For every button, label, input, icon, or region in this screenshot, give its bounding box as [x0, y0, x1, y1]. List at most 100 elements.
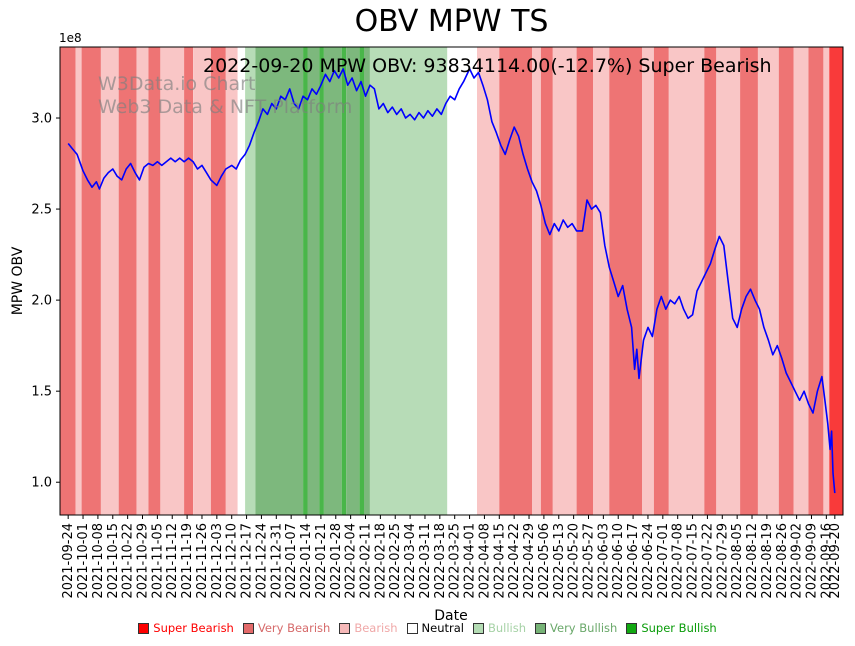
y-tick-label: 2.0	[31, 294, 52, 309]
legend-item-very-bullish: Very Bullish	[535, 621, 617, 635]
x-tick-label: 2022-04-15	[492, 523, 507, 599]
sentiment-band-very_bearish	[118, 47, 137, 515]
x-tick-label: 2022-06-24	[641, 523, 656, 599]
x-tick-label: 2022-04-29	[522, 523, 537, 599]
sentiment-band-super_bullish	[341, 47, 347, 515]
x-tick-label: 2022-02-11	[358, 523, 373, 599]
legend-label: Super Bearish	[153, 621, 234, 635]
x-tick-label: 2021-12-24	[254, 523, 269, 599]
x-tick-label: 2021-11-05	[150, 523, 165, 599]
legend-swatch	[472, 622, 484, 634]
sentiment-band-bearish	[642, 47, 654, 515]
y-tick-label: 1.5	[31, 385, 52, 400]
sentiment-band-bearish	[225, 47, 238, 515]
sentiment-band-very_bearish	[778, 47, 794, 515]
y-tick-label: 1.0	[31, 476, 52, 491]
sentiment-legend: Super Bearish Very Bearish Bearish Neutral B…	[0, 621, 855, 635]
x-tick-label: 2022-02-04	[344, 523, 359, 599]
sentiment-band-very_bearish	[148, 47, 161, 515]
x-tick-label: 2022-08-12	[745, 523, 760, 599]
latest-value-annotation: 2022-09-20 MPW OBV: 93834114.00(-12.7%) …	[203, 55, 772, 77]
sentiment-band-bearish	[136, 47, 149, 515]
x-tick-label: 2022-01-21	[314, 523, 329, 599]
sentiment-band-very_bearish	[576, 47, 593, 515]
plot-border	[59, 46, 844, 516]
x-tick-label: 2021-11-26	[195, 523, 210, 599]
x-tick-label: 2022-04-08	[477, 523, 492, 599]
legend-swatch	[535, 622, 547, 634]
x-tick-label: 2022-09-20	[828, 523, 843, 599]
x-tick-label: 2022-03-11	[418, 523, 433, 599]
sentiment-band-bearish	[823, 47, 830, 515]
sentiment-band-super_bullish	[303, 47, 308, 515]
x-tick-label: 2022-07-29	[715, 523, 730, 599]
y-axis-label: MPW OBV	[10, 246, 26, 316]
sentiment-band-very_bullish	[307, 47, 320, 515]
sentiment-band-very_bearish	[740, 47, 758, 515]
sentiment-band-bearish	[758, 47, 779, 515]
x-tick-label: 2022-09-09	[804, 523, 819, 599]
x-tick-label: 2022-02-18	[373, 523, 388, 599]
sentiment-band-very_bearish	[210, 47, 226, 515]
sentiment-band-bullish	[370, 47, 448, 515]
y-axis-offset-label: 1e8	[59, 31, 82, 45]
sentiment-band-bearish	[75, 47, 82, 515]
legend-swatch	[626, 622, 638, 634]
x-axis-label: Date	[434, 608, 468, 624]
sentiment-band-super_bearish	[829, 47, 843, 515]
x-tick-label: 2022-08-19	[760, 523, 775, 599]
x-tick-label: 2021-10-15	[106, 523, 121, 599]
x-tick-label: 2022-05-27	[581, 523, 596, 599]
legend-label: Bearish	[354, 621, 398, 635]
sentiment-band-bearish	[160, 47, 185, 515]
sentiment-band-super_bullish	[319, 47, 324, 515]
sentiment-band-very_bearish	[540, 47, 553, 515]
x-tick-label: 2021-11-19	[180, 523, 195, 599]
x-tick-label: 2022-09-16	[819, 523, 834, 599]
watermark-line-1: W3Data.io Chart	[98, 73, 256, 95]
sentiment-band-very_bullish	[346, 47, 360, 515]
x-tick-label: 2022-01-14	[299, 523, 314, 599]
sentiment-band-very_bullish	[255, 47, 304, 515]
x-tick-label: 2022-08-26	[775, 523, 790, 599]
legend-item-bearish: Bearish	[339, 621, 398, 635]
legend-swatch	[138, 622, 150, 634]
sentiment-band-very_bearish	[808, 47, 824, 515]
x-tick-label: 2022-04-01	[463, 523, 478, 599]
sentiment-band-very_bearish	[609, 47, 642, 515]
x-tick-label: 2022-01-07	[284, 523, 299, 599]
sentiment-band-very_bearish	[499, 47, 532, 515]
sentiment-band-very_bearish	[81, 47, 101, 515]
legend-label: Neutral	[421, 621, 464, 635]
sentiment-band-bearish	[593, 47, 610, 515]
sentiment-band-bullish	[245, 47, 256, 515]
x-tick-label: 2022-07-22	[700, 523, 715, 599]
sentiment-band-bearish	[552, 47, 577, 515]
x-tick-label: 2021-12-10	[225, 523, 240, 599]
x-tick-label: 2022-06-03	[596, 523, 611, 599]
sentiment-band-neutral	[447, 47, 477, 515]
x-tick-label: 2022-05-20	[567, 523, 582, 599]
x-tick-label: 2022-03-04	[403, 523, 418, 599]
legend-item-super-bearish: Super Bearish	[138, 621, 234, 635]
sentiment-band-bearish	[193, 47, 211, 515]
x-tick-label: 2021-12-17	[240, 523, 255, 599]
legend-label: Bullish	[487, 621, 527, 635]
sentiment-band-very_bearish	[704, 47, 717, 515]
x-tick-label: 2022-05-13	[552, 523, 567, 599]
y-tick-label: 3.0	[31, 112, 52, 127]
legend-swatch	[242, 622, 254, 634]
x-tick-label: 2022-06-10	[611, 523, 626, 599]
x-tick-label: 2022-03-18	[433, 523, 448, 599]
sentiment-band-bearish	[668, 47, 705, 515]
sentiment-band-super_bullish	[359, 47, 365, 515]
legend-swatch	[406, 622, 418, 634]
chart-title: OBV MPW TS	[354, 4, 549, 39]
sentiment-band-very_bearish	[184, 47, 193, 515]
legend-label: Very Bearish	[257, 621, 331, 635]
x-tick-label: 2021-10-08	[91, 523, 106, 599]
sentiment-band-very_bullish	[323, 47, 342, 515]
x-tick-label: 2021-10-29	[136, 523, 151, 599]
x-tick-label: 2021-11-12	[165, 523, 180, 599]
